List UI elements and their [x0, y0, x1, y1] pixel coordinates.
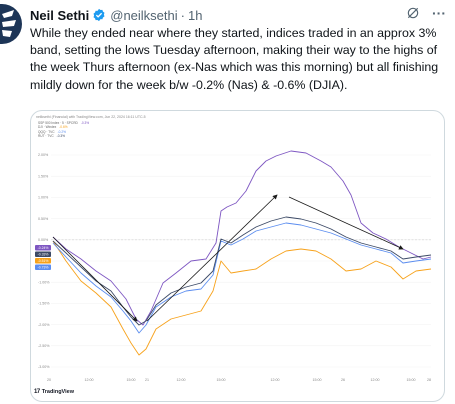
legend-label: RUT · TVC: [38, 134, 54, 139]
legend-value: -0.2%: [57, 129, 66, 134]
x-tick-label: 12:00: [85, 378, 94, 382]
orange-series-line: [52, 240, 432, 356]
x-tick-label: 15:00: [127, 378, 136, 382]
y-tick-label: -1.50%: [38, 302, 50, 306]
price-badge-label: -0.33%: [38, 253, 49, 257]
price-badge: [35, 258, 51, 264]
legend-label: QQQ · TVC: [38, 129, 55, 134]
y-tick-label: -2.50%: [38, 344, 50, 348]
avatar[interactable]: [0, 4, 22, 44]
y-tick-label: 0.50%: [38, 217, 49, 221]
handle[interactable]: @neilksethi: [110, 7, 178, 23]
legend-label: SSP 500 Index · 5 · SPCRD: [38, 121, 78, 125]
purple-series-line: [52, 150, 432, 326]
avatar-logo-icon: [2, 10, 16, 37]
legend-item: RUT · TVC -0.3%: [38, 134, 89, 138]
chart-header: neilksethi (Financial) with TradingView.…: [36, 115, 146, 119]
x-tick-label: 26: [341, 378, 345, 382]
tweet-header: Neil Sethi @neilksethi · 1h: [30, 5, 202, 25]
more-icon[interactable]: ···: [432, 5, 446, 21]
legend-value: -0.3%: [56, 134, 65, 139]
x-tick-label: 12:00: [177, 378, 186, 382]
x-tick-label: 12:00: [271, 378, 280, 382]
legend-item: QQQ · TVC -0.2%: [38, 130, 89, 134]
legend-label: DJI · Windex: [38, 125, 57, 130]
y-tick-label: 0.00%: [38, 238, 49, 242]
trend-arrow: [146, 194, 278, 322]
legend-item: SSP 500 Index · 5 · SPCRD -0.3%: [38, 121, 89, 125]
y-tick-label: -3.00%: [38, 365, 50, 369]
x-tick-label: 15:00: [407, 378, 416, 382]
y-tick-label: -1.00%: [38, 280, 50, 284]
x-tick-label: 15:00: [313, 378, 322, 382]
x-tick-label: 20: [47, 378, 51, 382]
x-tick-label: 12:00: [371, 378, 380, 382]
x-tick-label: 21: [145, 378, 149, 382]
legend-item: DJI · Windex -0.6%: [38, 125, 89, 129]
tradingview-logo: 17 TradingView: [34, 389, 74, 395]
trend-arrow: [288, 196, 404, 250]
chart-svg: 2.00%1.50%1.00%0.50%0.00%-0.50%-1.00%-1.…: [35, 150, 432, 382]
x-tick-label: 15:00: [217, 378, 226, 382]
price-badge-label: -0.24%: [38, 246, 49, 250]
x-tick-label: 28: [427, 378, 431, 382]
tweet-text: While they ended near where they started…: [30, 26, 439, 92]
trend-arrow: [52, 236, 138, 322]
price-badge: [35, 251, 51, 257]
price-badge: [35, 245, 51, 251]
y-tick-label: -2.00%: [38, 323, 50, 327]
price-badge-label: -0.73%: [38, 266, 49, 270]
chart-image[interactable]: 2.00%1.50%1.00%0.50%0.00%-0.50%-1.00%-1.…: [30, 110, 445, 402]
blue-series-line: [52, 222, 432, 334]
price-badge: [35, 264, 51, 270]
timestamp[interactable]: 1h: [188, 7, 203, 23]
price-badge-label: -0.51%: [38, 259, 49, 263]
separator-dot: ·: [180, 7, 185, 23]
navy-series-line: [52, 216, 432, 326]
y-tick-label: 2.00%: [38, 153, 49, 157]
display-name[interactable]: Neil Sethi: [30, 7, 90, 23]
y-tick-label: 1.50%: [38, 174, 49, 178]
legend-value: -0.3%: [80, 121, 90, 125]
chart-legend: SSP 500 Index · 5 · SPCRD -0.3% DJI · Win…: [38, 121, 89, 139]
verified-badge-icon: [92, 8, 106, 22]
grok-icon[interactable]: [406, 6, 420, 25]
y-tick-label: 1.00%: [38, 196, 49, 200]
tradingview-mark-icon: 17: [34, 389, 40, 395]
legend-value: -0.6%: [59, 125, 68, 130]
tradingview-wordmark: TradingView: [41, 389, 74, 395]
